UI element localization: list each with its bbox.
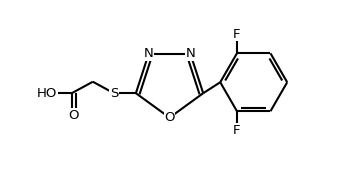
Text: O: O — [69, 109, 79, 122]
Text: N: N — [186, 47, 195, 60]
Text: N: N — [144, 47, 153, 60]
Text: F: F — [233, 28, 241, 41]
Text: HO: HO — [37, 87, 57, 100]
Text: O: O — [164, 111, 175, 124]
Text: S: S — [110, 87, 118, 100]
Text: F: F — [233, 124, 241, 137]
